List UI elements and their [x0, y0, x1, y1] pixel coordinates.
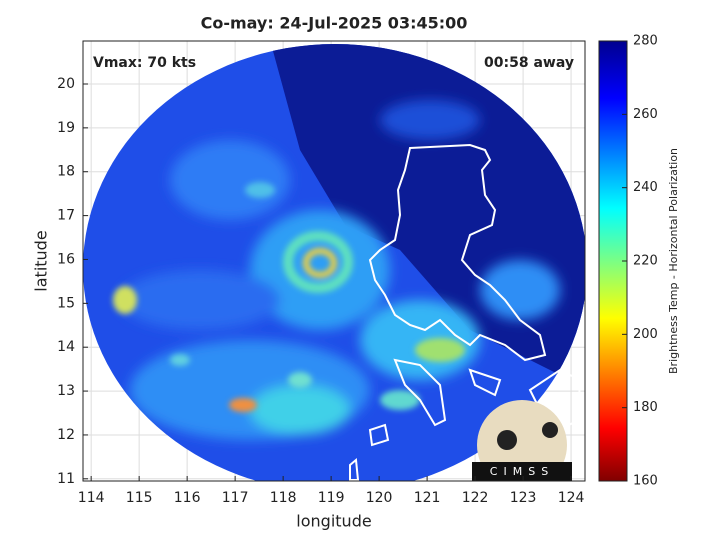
y-tick-label: 19 [57, 120, 75, 136]
annotation: Vmax: 70 kts [93, 55, 196, 71]
x-tick-label: 119 [318, 490, 345, 506]
y-tick-label: 12 [57, 427, 75, 443]
colorbar-tick-label: 260 [633, 107, 658, 122]
x-axis-label: longitude [296, 512, 371, 531]
y-tick-label: 11 [57, 471, 75, 487]
x-tick-label: 115 [126, 490, 153, 506]
x-tick-label: 123 [510, 490, 537, 506]
colorbar-tick-label: 220 [633, 254, 658, 269]
y-tick-label: 20 [57, 76, 75, 92]
imagery: CIMSS [83, 44, 585, 481]
x-tick-label: 120 [366, 490, 393, 506]
colorbar-tick-label: 240 [633, 180, 658, 195]
colorbar-tick-label: 180 [633, 400, 658, 415]
colorbar-tick-label: 200 [633, 327, 658, 342]
logo-text: CIMSS [490, 465, 554, 478]
y-tick-label: 17 [57, 208, 75, 224]
x-tick-label: 118 [270, 490, 297, 506]
y-tick-label: 16 [57, 251, 75, 267]
chart-title: Co-may: 24-Jul-2025 03:45:00 [201, 14, 468, 33]
y-tick-label: 18 [57, 164, 75, 180]
x-tick-label: 114 [78, 490, 105, 506]
colorbar-tick-label: 160 [633, 474, 658, 489]
x-tick-label: 122 [462, 490, 489, 506]
plot-frame [82, 40, 586, 482]
y-tick-label: 13 [57, 383, 75, 399]
colorbar-label: Brightness Temp - Horizontal Polarizatio… [667, 148, 680, 374]
annotation: 00:58 away [484, 55, 574, 71]
y-tick-label: 14 [57, 339, 75, 355]
x-tick-label: 117 [222, 490, 249, 506]
logo: CIMSS [472, 400, 572, 481]
x-tick-label: 116 [174, 490, 201, 506]
colorbar-tick-label: 280 [633, 34, 658, 49]
x-tick-label: 124 [558, 490, 585, 506]
x-tick-label: 121 [414, 490, 441, 506]
y-axis-label: latitude [32, 230, 51, 291]
y-tick-label: 15 [57, 295, 75, 311]
